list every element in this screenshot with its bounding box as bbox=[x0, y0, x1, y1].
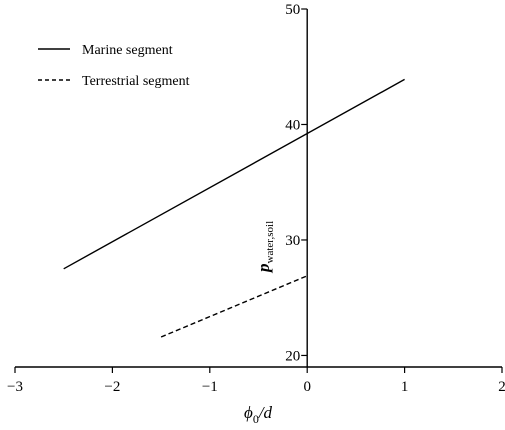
legend: Marine segment Terrestrial segment bbox=[38, 43, 190, 89]
x-axis-title: ϕ0/d bbox=[244, 403, 273, 426]
x-tick-label: 1 bbox=[401, 379, 409, 395]
x-tick-label: 0 bbox=[303, 379, 311, 395]
y-tick-label: 20 bbox=[285, 348, 300, 364]
legend-label-marine: Marine segment bbox=[82, 43, 173, 58]
x-tick-label: 2 bbox=[498, 379, 505, 395]
series-layer bbox=[63, 78, 405, 338]
x-axis-title-phi: ϕ bbox=[244, 403, 253, 422]
x-axis-title-denominator: /d bbox=[258, 403, 273, 422]
x-axis-title-subscript: 0 bbox=[253, 412, 259, 426]
x-tick-label: −2 bbox=[104, 379, 120, 395]
x-tick-label: −1 bbox=[202, 379, 218, 395]
axes: −3 −2 −1 0 1 2 20 30 40 50 bbox=[7, 2, 505, 395]
y-tick-label: 30 bbox=[285, 233, 300, 249]
y-tick-label: 50 bbox=[285, 2, 300, 18]
series-line-marine bbox=[63, 78, 405, 270]
y-tick-label: 40 bbox=[285, 117, 300, 133]
y-axis-title-main: p bbox=[254, 264, 273, 275]
y-axis-title-subscript: water,soil bbox=[264, 221, 276, 264]
legend-label-terrestrial: Terrestrial segment bbox=[82, 74, 190, 89]
x-tick-label: −3 bbox=[7, 379, 23, 395]
y-axis-title: pwater,soil bbox=[254, 221, 276, 274]
series-line-terrestrial bbox=[160, 275, 308, 338]
